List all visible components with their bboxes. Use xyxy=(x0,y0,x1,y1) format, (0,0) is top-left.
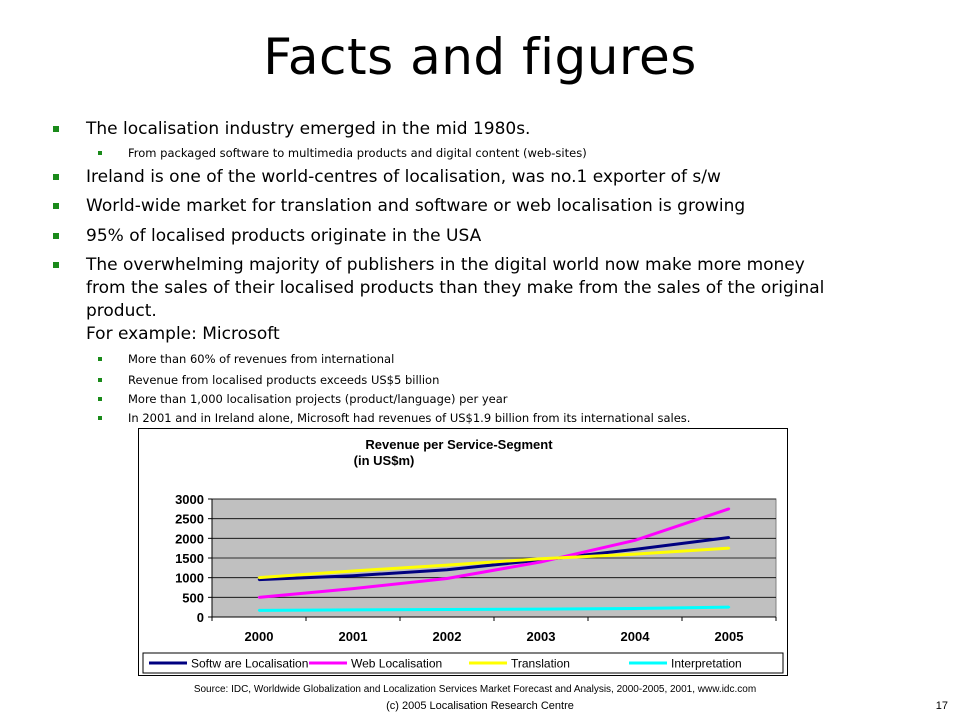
series-line xyxy=(258,546,730,580)
y-tick-label: 2000 xyxy=(175,531,204,546)
x-tick-label: 2003 xyxy=(527,629,556,644)
bullet-text: 95% of localised products originate in t… xyxy=(86,226,482,246)
data-point xyxy=(257,576,261,579)
legend-label: Softw are Localisation xyxy=(191,657,308,671)
data-point xyxy=(257,596,261,599)
sub-bullet-item: In 2001 and in Ireland alone, Microsoft … xyxy=(98,410,908,426)
revenue-chart-svg: Revenue per Service-Segment (in US$m) 0 5… xyxy=(142,437,784,674)
bullet-square-icon xyxy=(53,233,59,239)
bullet-square-icon xyxy=(53,174,59,180)
x-tick-label: 2001 xyxy=(339,629,368,644)
sub-bullet-text: Revenue from localised products exceeds … xyxy=(128,373,440,387)
bullet-square-icon xyxy=(98,151,102,155)
y-tick-label: 1500 xyxy=(175,551,204,566)
data-point xyxy=(445,608,449,611)
data-point xyxy=(727,546,731,550)
bullet-text-line: For example: Microsoft xyxy=(86,324,280,344)
data-point xyxy=(351,574,355,577)
x-tick-label: 2002 xyxy=(433,629,462,644)
data-point xyxy=(445,568,449,571)
bullet-text: Ireland is one of the world-centres of l… xyxy=(86,167,721,187)
sub-bullet-text: In 2001 and in Ireland alone, Microsoft … xyxy=(128,411,691,425)
y-tick-label: 0 xyxy=(197,610,204,625)
legend-label: Translation xyxy=(511,657,570,671)
y-tick-label: 2500 xyxy=(175,512,204,527)
y-tick-label: 500 xyxy=(182,590,204,605)
data-point xyxy=(727,605,731,609)
data-point xyxy=(633,552,637,556)
chart-subtitle: (in US$m) xyxy=(354,453,415,468)
data-point xyxy=(351,608,355,612)
data-point xyxy=(539,557,543,560)
data-point xyxy=(539,560,543,564)
legend-box xyxy=(142,652,784,674)
data-point xyxy=(539,607,543,611)
y-tick-label: 1000 xyxy=(175,571,204,586)
data-point xyxy=(445,577,449,580)
legend-label: Interpretation xyxy=(671,657,742,671)
bullet-square-icon xyxy=(53,126,59,132)
bullet-square-icon xyxy=(53,203,59,209)
sub-bullet-text: More than 1,000 localisation projects (p… xyxy=(128,392,508,406)
bullet-item: Ireland is one of the world-centres of l… xyxy=(53,166,916,189)
series-line xyxy=(258,507,730,599)
x-tick-label: 2000 xyxy=(245,629,274,644)
series-line xyxy=(258,605,730,612)
y-tick-label: 3000 xyxy=(175,492,204,507)
slide-title: Facts and figures xyxy=(263,28,697,86)
sub-bullet-text: More than 60% of revenues from internati… xyxy=(128,352,395,366)
bullet-text: World-wide market for translation and so… xyxy=(86,196,746,216)
sub-bullet-item: More than 1,000 localisation projects (p… xyxy=(98,391,908,407)
sub-bullet-item: More than 60% of revenues from internati… xyxy=(98,351,908,367)
data-point xyxy=(351,569,355,573)
data-point xyxy=(727,536,731,539)
bullet-text: The localisation industry emerged in the… xyxy=(86,119,531,139)
bullet-text-line: product. xyxy=(86,301,157,321)
legend-label: Web Localisation xyxy=(351,657,442,671)
bullet-square-icon xyxy=(98,397,102,401)
bullet-square-icon xyxy=(98,416,102,420)
sub-bullet-text: From packaged software to multimedia pro… xyxy=(128,146,587,160)
data-point xyxy=(633,539,637,542)
sub-bullet-item: Revenue from localised products exceeds … xyxy=(98,372,908,388)
bullet-square-icon xyxy=(53,262,59,268)
sub-bullet-item: From packaged software to multimedia pro… xyxy=(98,145,908,161)
data-point xyxy=(257,609,261,612)
data-point xyxy=(445,563,449,567)
bullet-item: World-wide market for translation and so… xyxy=(53,195,916,218)
chart-title: Revenue per Service-Segment xyxy=(365,437,553,452)
bullet-text-line: from the sales of their localised produc… xyxy=(86,278,825,298)
chart-legend: Softw are Localisation Web Localisation Tr… xyxy=(142,652,784,674)
x-tick-label: 2005 xyxy=(715,629,744,644)
bullet-square-icon xyxy=(98,378,102,382)
data-point xyxy=(633,607,637,610)
series-line xyxy=(258,536,730,582)
revenue-chart: Revenue per Service-Segment (in US$m) 0 5… xyxy=(138,428,788,676)
bullet-item: The localisation industry emerged in the… xyxy=(53,118,916,141)
bullet-text-line: The overwhelming majority of publishers … xyxy=(86,255,805,275)
page-number: 17 xyxy=(935,700,948,712)
data-point xyxy=(633,548,637,551)
x-tick-label: 2004 xyxy=(621,629,651,644)
footer-copyright: (c) 2005 Localisation Research Centre xyxy=(386,700,574,712)
source-citation: Source: IDC, Worldwide Globalization and… xyxy=(193,684,757,695)
bullet-square-icon xyxy=(98,357,102,361)
data-point xyxy=(351,587,355,590)
data-point xyxy=(727,507,731,511)
plot-area: 0 500 1000 1500 2000 2500 3000 2000 2001 2002 2003… xyxy=(175,492,777,644)
bullet-item: 95% of localised products originate in t… xyxy=(53,225,916,248)
bullet-item: The overwhelming majority of publishers … xyxy=(53,254,916,346)
